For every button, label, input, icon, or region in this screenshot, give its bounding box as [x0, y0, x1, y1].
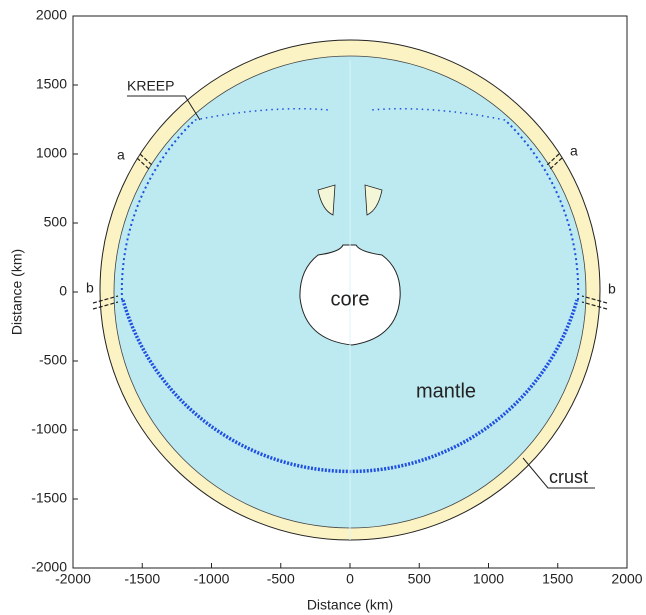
- y-tick-label: -1500: [31, 490, 67, 506]
- x-tick-label: 0: [346, 571, 354, 587]
- y-axis-label: Distance (km): [9, 249, 25, 335]
- x-tick-label: 500: [408, 571, 432, 587]
- annotation: b: [608, 281, 616, 297]
- y-tick-label: 2000: [36, 7, 67, 23]
- y-tick-label: 1500: [36, 76, 67, 92]
- annotation: a: [570, 143, 578, 159]
- x-axis-label: Distance (km): [307, 597, 393, 613]
- kreep-dots-top: [194, 108, 506, 121]
- x-tick-label: 2000: [611, 571, 642, 587]
- profile-markers: [92, 153, 608, 310]
- x-tick-label: -1000: [194, 571, 230, 587]
- kreep-dots-left: [120, 119, 196, 301]
- annotation: a: [117, 147, 125, 163]
- section-drawing: [92, 39, 608, 541]
- y-tick-label: -500: [39, 352, 67, 368]
- annotation: b: [86, 280, 94, 296]
- y-tick-label: 0: [59, 283, 67, 299]
- inclusions: [317, 184, 383, 216]
- y-tick-label: 500: [44, 214, 68, 230]
- y-tick-label: -1000: [31, 421, 67, 437]
- annotation: crust: [549, 467, 588, 487]
- annotation: KREEP: [127, 78, 174, 94]
- annotation: mantle: [416, 380, 476, 402]
- kreep-dots-right: [504, 119, 580, 301]
- x-tick-label: -500: [267, 571, 295, 587]
- x-tick-label: 1000: [473, 571, 504, 587]
- x-tick-label: 1500: [542, 571, 573, 587]
- x-tick-label: -2000: [55, 571, 91, 587]
- y-tick-label: -2000: [31, 559, 67, 575]
- x-tick-label: -1500: [124, 571, 160, 587]
- leader-lines: [127, 95, 595, 489]
- annotation: core: [331, 288, 370, 310]
- y-tick-label: 1000: [36, 145, 67, 161]
